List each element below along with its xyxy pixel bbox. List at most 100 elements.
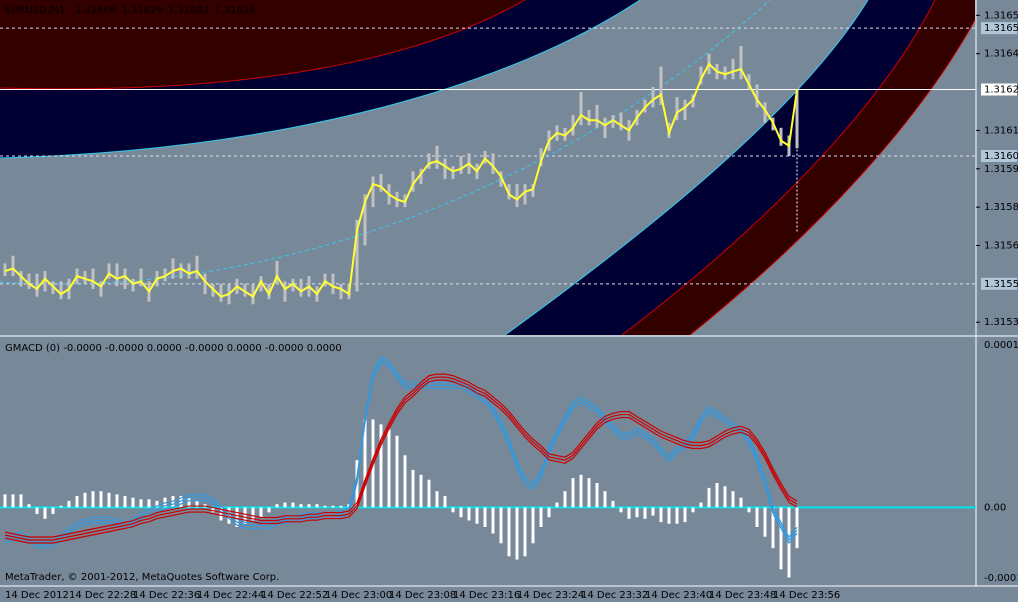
ohlc-value: 1.31626	[214, 5, 255, 16]
histogram-bar	[131, 497, 135, 508]
price-label: 1.31626	[984, 85, 1018, 96]
histogram-bar	[387, 429, 391, 508]
histogram-bar	[219, 507, 223, 521]
histogram-bar	[43, 507, 47, 519]
histogram-bar	[243, 507, 247, 524]
symbol: EURUSD,M1	[5, 5, 65, 16]
histogram-bar	[675, 507, 679, 524]
level-label: 1.31600	[984, 151, 1018, 162]
histogram-bar	[123, 496, 127, 508]
histogram-bar	[211, 507, 215, 513]
indicator-scale-label: 0.0001	[984, 340, 1018, 351]
histogram-bar	[723, 486, 727, 508]
histogram-bar	[339, 505, 343, 508]
histogram-bar	[99, 491, 103, 508]
histogram-bar	[627, 507, 631, 519]
histogram-bar	[771, 507, 775, 549]
histogram-bar	[595, 482, 599, 508]
histogram-bar	[83, 492, 87, 508]
time-label: 14 Dec 23:40	[645, 590, 712, 601]
histogram-bar	[275, 504, 279, 508]
histogram-bar	[115, 494, 119, 508]
level-tag	[981, 149, 1017, 162]
histogram-bar	[579, 474, 583, 508]
histogram-bar	[251, 507, 255, 521]
channel-line	[689, 19, 975, 335]
histogram-bar	[691, 507, 695, 513]
histogram-bar	[755, 507, 759, 527]
y-tick-label: 1.31595	[984, 164, 1018, 175]
histogram-bar	[507, 507, 511, 557]
level-label: 1.31550	[984, 279, 1018, 290]
histogram-bar	[283, 502, 287, 508]
histogram-bar	[731, 491, 735, 508]
histogram-bar	[635, 507, 639, 518]
channel-line	[621, 0, 936, 335]
histogram-bar	[11, 494, 15, 508]
histogram-bar	[379, 424, 383, 508]
channel-line	[0, 0, 526, 90]
indicator-scale-label: -0.0001	[984, 573, 1018, 584]
time-label: 14 Dec 23:00	[325, 590, 392, 601]
histogram-bar	[291, 502, 295, 508]
histogram-bar	[651, 507, 655, 516]
histogram-bar	[699, 502, 703, 508]
time-label: 14 Dec 23:56	[773, 590, 840, 601]
histogram-bar	[107, 492, 111, 508]
symbol-header: EURUSD,M1 1.31606 1.31626 1.31603 1.31626	[5, 5, 256, 16]
histogram-bar	[459, 507, 463, 518]
histogram-bar	[323, 505, 327, 508]
time-label: 14 Dec 23:16	[453, 590, 520, 601]
level-tag	[981, 22, 1017, 35]
histogram-bar	[643, 507, 647, 519]
histogram-bar	[19, 494, 23, 508]
histogram-bar	[179, 496, 183, 508]
histogram-bar	[531, 507, 535, 544]
histogram-bar	[363, 419, 367, 508]
channel-band	[0, 0, 640, 158]
macd-line	[4, 376, 798, 541]
histogram-bar	[235, 507, 239, 527]
level-label: 1.31650	[984, 23, 1018, 34]
histogram-bar	[139, 499, 143, 508]
time-label: 14 Dec 22:36	[133, 590, 200, 601]
histogram-bar	[147, 499, 151, 508]
indicator-label: GMACD (0) -0.0000 -0.0000 0.0000 -0.0000…	[5, 343, 342, 354]
channel-band	[505, 0, 935, 335]
histogram-bar	[475, 507, 479, 524]
histogram-bar	[747, 507, 751, 513]
histogram-bar	[547, 507, 551, 518]
macd-line	[4, 373, 798, 538]
histogram-bar	[395, 435, 399, 508]
histogram-bar	[587, 478, 591, 508]
histogram-bar	[427, 479, 431, 508]
histogram-bar	[619, 507, 623, 513]
macd-line	[4, 355, 798, 543]
histogram-bar	[27, 504, 31, 508]
time-label: 14 Dec 22:28	[69, 590, 136, 601]
time-label: 14 Dec 23:32	[581, 590, 648, 601]
level-tag	[981, 277, 1017, 290]
channel-band	[0, 0, 525, 89]
histogram-bar	[499, 507, 503, 544]
histogram-bar	[331, 505, 335, 508]
histogram-bar	[715, 482, 719, 508]
histogram-bar	[539, 507, 543, 527]
time-label: 14 Dec 23:08	[389, 590, 456, 601]
histogram-bar	[571, 478, 575, 508]
ohlc-value: 1.31603	[168, 5, 209, 16]
histogram-bar	[515, 507, 519, 560]
close-line	[4, 62, 798, 299]
regression-channels	[0, 0, 975, 335]
ohlc-value: 1.31606	[75, 5, 116, 16]
time-label: 14 Dec 23:48	[709, 590, 776, 601]
y-tick-label: 1.31565	[984, 240, 1018, 251]
histogram-bar	[35, 507, 39, 514]
histogram-bar	[707, 487, 711, 508]
histogram-bar	[451, 507, 455, 513]
histogram-bar	[779, 507, 783, 570]
histogram-bar	[155, 500, 159, 508]
histogram-bar	[51, 507, 55, 514]
histogram-bar	[491, 507, 495, 534]
